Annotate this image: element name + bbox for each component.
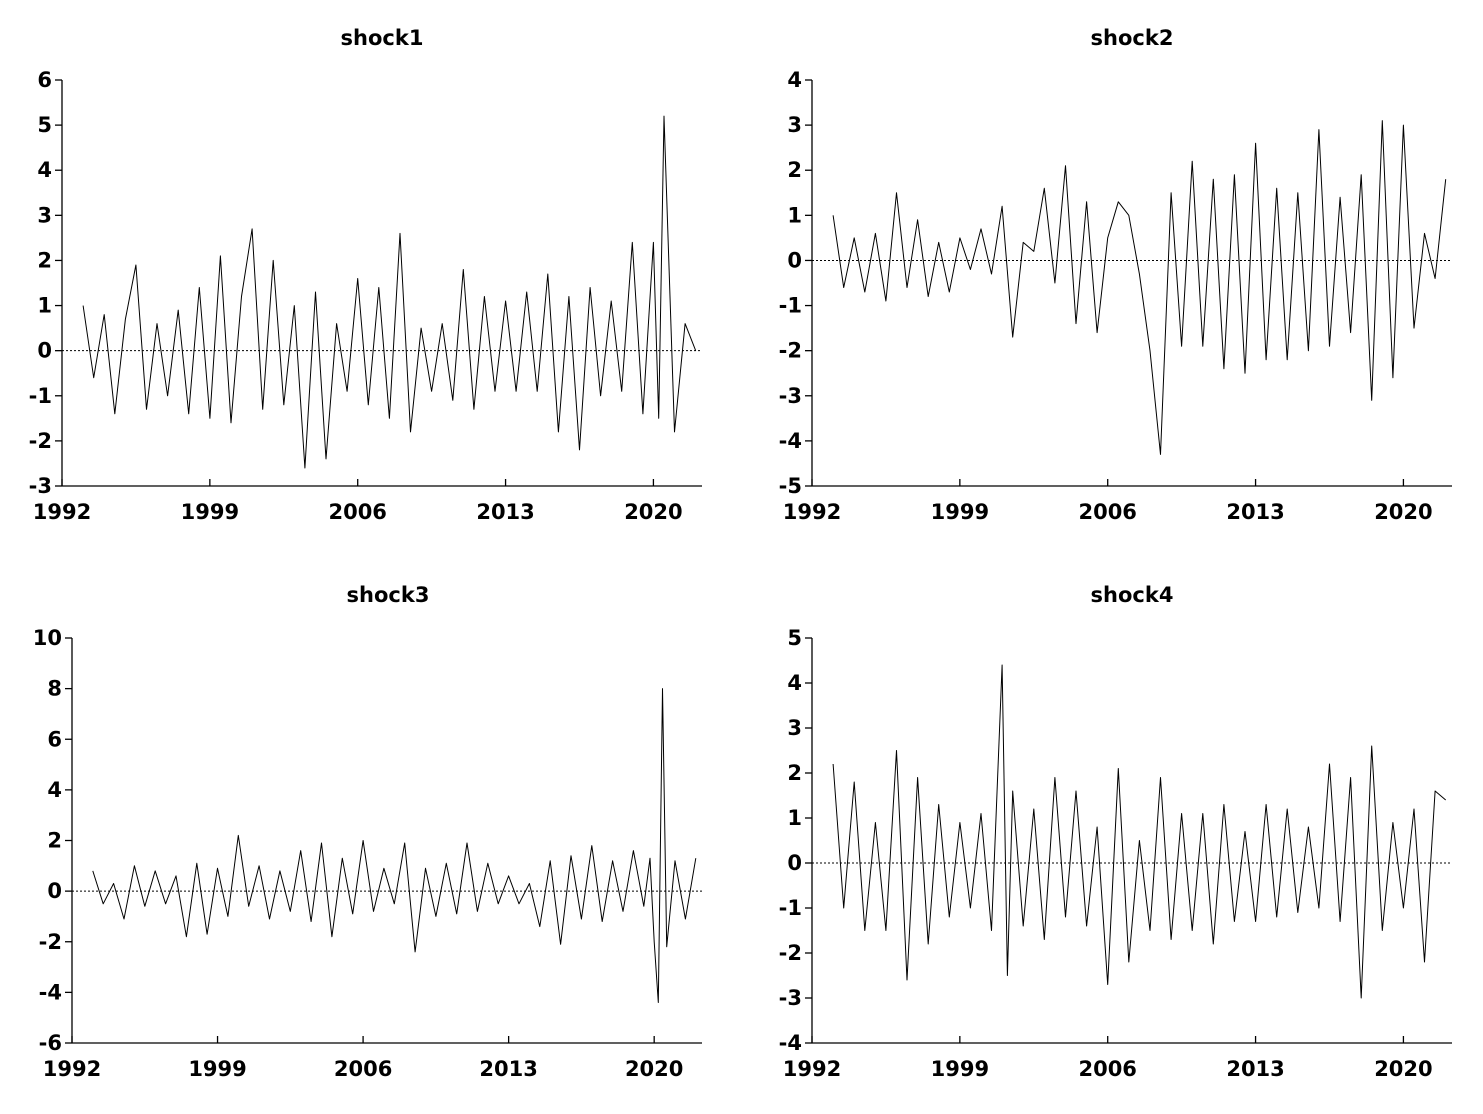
x-tick-label: 2020 xyxy=(1374,500,1432,524)
y-tick-label: 3 xyxy=(787,716,802,740)
series-line xyxy=(832,120,1447,455)
y-tick-label: 8 xyxy=(47,677,62,701)
chart-title: shock1 xyxy=(341,26,424,50)
y-tick-label: 4 xyxy=(37,158,52,182)
y-tick-label: 2 xyxy=(787,761,802,785)
x-tick-label: 2013 xyxy=(476,500,534,524)
y-tick-label: 1 xyxy=(787,806,802,830)
y-tick-label: 0 xyxy=(787,248,802,272)
x-tick-label: 1999 xyxy=(188,1057,246,1081)
x-tick-label: 1992 xyxy=(783,1057,841,1081)
y-tick-label: -3 xyxy=(779,986,802,1010)
chart-title: shock3 xyxy=(347,583,430,607)
y-tick-label: 10 xyxy=(33,626,62,650)
y-tick-label: 4 xyxy=(787,671,802,695)
x-tick-label: 2020 xyxy=(625,1057,683,1081)
y-tick-label: 3 xyxy=(787,113,802,137)
x-tick-label: 2013 xyxy=(1226,500,1284,524)
y-tick-label: -6 xyxy=(39,1031,62,1055)
y-tick-label: 0 xyxy=(47,879,62,903)
y-tick-label: 5 xyxy=(37,113,52,137)
y-tick-label: -4 xyxy=(779,429,802,453)
y-tick-label: 5 xyxy=(787,626,802,650)
x-tick-label: 1992 xyxy=(33,500,91,524)
chart-title: shock4 xyxy=(1091,583,1174,607)
y-tick-label: 2 xyxy=(37,248,52,272)
y-tick-label: 4 xyxy=(787,68,802,92)
y-tick-label: 2 xyxy=(787,158,802,182)
series-line xyxy=(92,688,697,1003)
y-tick-label: -2 xyxy=(779,941,802,965)
x-tick-label: 2020 xyxy=(1374,1057,1432,1081)
series-line xyxy=(82,115,697,469)
x-tick-label: 1999 xyxy=(181,500,239,524)
x-tick-label: 2006 xyxy=(1078,500,1136,524)
x-tick-label: 1999 xyxy=(931,500,989,524)
x-tick-label: 2020 xyxy=(624,500,682,524)
y-tick-label: -2 xyxy=(779,339,802,363)
chart-title: shock2 xyxy=(1091,26,1174,50)
y-tick-label: 1 xyxy=(787,203,802,227)
y-tick-label: -2 xyxy=(29,429,52,453)
y-tick-label: 0 xyxy=(37,339,52,363)
y-tick-label: 3 xyxy=(37,203,52,227)
y-tick-label: -1 xyxy=(779,294,802,318)
y-tick-label: 6 xyxy=(37,68,52,92)
series-line xyxy=(832,664,1447,999)
x-tick-label: 2013 xyxy=(1226,1057,1284,1081)
x-tick-label: 1999 xyxy=(931,1057,989,1081)
y-tick-label: 4 xyxy=(47,778,62,802)
y-tick-label: -1 xyxy=(779,896,802,920)
y-tick-label: -3 xyxy=(29,474,52,498)
y-tick-label: -4 xyxy=(779,1031,802,1055)
y-tick-label: 0 xyxy=(787,851,802,875)
x-tick-label: 2013 xyxy=(479,1057,537,1081)
y-tick-label: -4 xyxy=(39,980,62,1004)
y-tick-label: -5 xyxy=(779,474,802,498)
y-tick-label: 2 xyxy=(47,829,62,853)
x-tick-label: 2006 xyxy=(1078,1057,1136,1081)
y-tick-label: 6 xyxy=(47,727,62,751)
x-tick-label: 2006 xyxy=(334,1057,392,1081)
y-tick-label: -2 xyxy=(39,930,62,954)
y-tick-label: -1 xyxy=(29,384,52,408)
x-tick-label: 1992 xyxy=(43,1057,101,1081)
y-tick-label: -3 xyxy=(779,384,802,408)
x-tick-label: 1992 xyxy=(783,500,841,524)
y-tick-label: 1 xyxy=(37,294,52,318)
x-tick-label: 2006 xyxy=(328,500,386,524)
